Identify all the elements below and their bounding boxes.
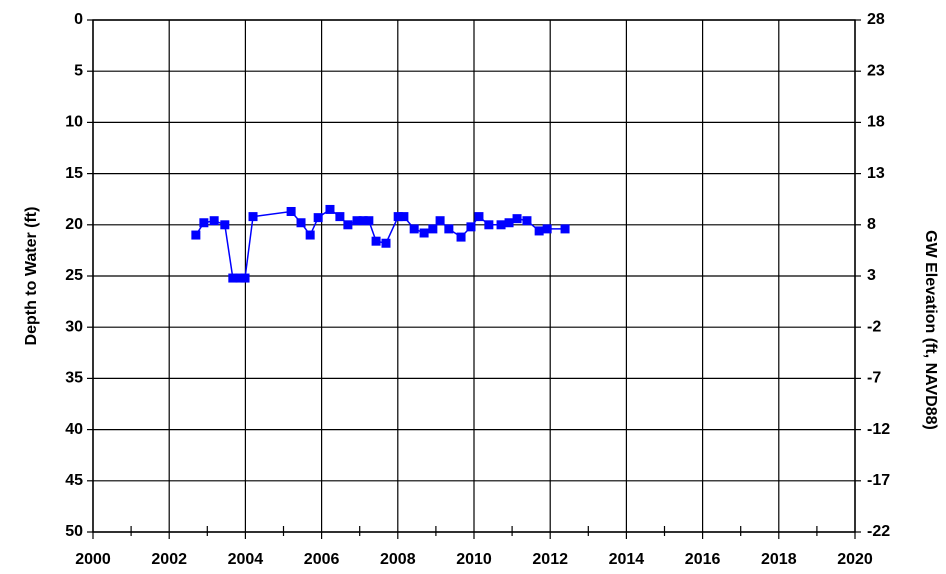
y-tick-label: 5 — [74, 62, 83, 79]
y-tick-label: 10 — [65, 114, 83, 131]
data-point — [435, 216, 445, 226]
data-point — [240, 273, 250, 283]
data-point — [512, 214, 522, 224]
data-point — [235, 273, 245, 283]
data-point — [393, 212, 403, 222]
data-point — [352, 216, 362, 226]
data-point — [409, 224, 419, 234]
y-tick-label: 20 — [65, 216, 83, 233]
y-tick-label: 45 — [65, 472, 83, 489]
data-point — [484, 220, 494, 230]
x-tick-label: 2020 — [837, 551, 873, 568]
x-tick-label: 2010 — [456, 551, 492, 568]
data-point — [364, 216, 374, 226]
y-tick-label: 0 — [74, 11, 83, 28]
x-tick-label: 2006 — [304, 551, 340, 568]
data-point — [522, 216, 532, 226]
data-point — [542, 224, 552, 234]
y-tick-label: 15 — [65, 165, 83, 182]
y2-tick-label: -22 — [867, 523, 890, 540]
data-point — [296, 218, 306, 228]
data-point — [428, 224, 438, 234]
data-point — [560, 224, 570, 234]
x-tick-label: 2018 — [761, 551, 797, 568]
x-tick-label: 2012 — [532, 551, 568, 568]
data-point — [209, 216, 219, 226]
data-point — [228, 273, 238, 283]
data-point — [248, 212, 258, 222]
x-tick-label: 2000 — [75, 551, 111, 568]
data-point — [534, 226, 544, 236]
data-point — [381, 238, 391, 248]
data-point — [325, 204, 335, 214]
y2-tick-label: 8 — [867, 216, 876, 233]
data-point — [305, 230, 315, 240]
data-point — [199, 218, 209, 228]
y-tick-label: 30 — [65, 318, 83, 335]
data-point — [496, 220, 506, 230]
y2-tick-label: 13 — [867, 165, 885, 182]
plot-frame — [92, 19, 856, 533]
y2-tick-label: -17 — [867, 472, 890, 489]
data-point — [371, 236, 381, 246]
x-tick-label: 2002 — [151, 551, 187, 568]
x-tick-label: 2004 — [228, 551, 264, 568]
data-point — [504, 218, 514, 228]
y2-tick-label: 3 — [867, 267, 876, 284]
y2-tick-label: 23 — [867, 62, 885, 79]
y2-tick-label: -7 — [867, 370, 881, 387]
data-point — [444, 224, 454, 234]
y2-axis-label: GW Elevation (ft, NAVD88) — [922, 230, 939, 430]
x-tick-label: 2008 — [380, 551, 416, 568]
y-tick-label: 25 — [65, 267, 83, 284]
data-point — [358, 216, 368, 226]
y-tick-label: 40 — [65, 421, 83, 438]
y-tick-label: 35 — [65, 370, 83, 387]
data-point — [456, 232, 466, 242]
y-tick-label: 50 — [65, 523, 83, 540]
y2-tick-label: -2 — [867, 318, 881, 335]
data-point — [335, 212, 345, 222]
data-point — [313, 213, 323, 223]
data-point — [343, 220, 353, 230]
y2-tick-label: -12 — [867, 421, 890, 438]
y2-tick-label: 28 — [867, 11, 885, 28]
y2-tick-label: 18 — [867, 114, 885, 131]
y-axis-label: Depth to Water (ft) — [23, 207, 40, 346]
x-tick-label: 2016 — [685, 551, 721, 568]
data-point — [286, 206, 296, 216]
data-point — [220, 220, 230, 230]
x-tick-label: 2014 — [609, 551, 645, 568]
data-point — [466, 222, 476, 232]
data-point — [399, 212, 409, 222]
data-point — [419, 228, 429, 238]
data-point — [474, 212, 484, 222]
data-point — [191, 230, 201, 240]
